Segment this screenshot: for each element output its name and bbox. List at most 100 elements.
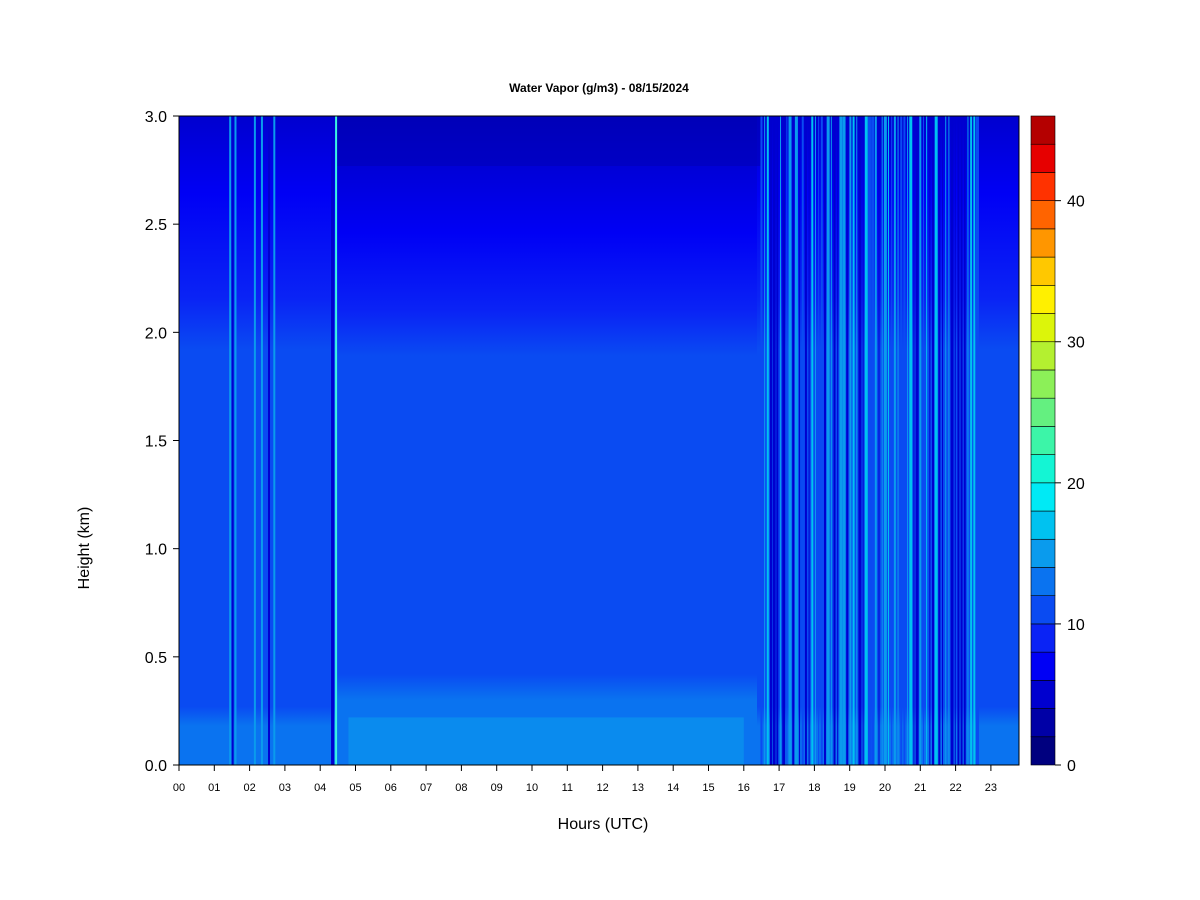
heatmap-stripe — [932, 116, 935, 765]
heatmap-stripe — [849, 116, 852, 765]
chart-title: Water Vapor (g/m3) - 08/15/2024 — [509, 81, 689, 95]
x-tick-label: 22 — [949, 782, 961, 794]
heatmap-stripe — [948, 116, 950, 765]
x-tick-label: 07 — [420, 782, 432, 794]
colorbar-swatch — [1030, 172, 1056, 201]
heatmap-stripe — [852, 116, 855, 765]
y-tick-label: 3.0 — [145, 109, 167, 126]
heatmap-stripe — [864, 116, 868, 765]
heatmap-stripe — [929, 116, 931, 765]
heatmap-stripe — [973, 116, 976, 765]
heatmap-stripe — [837, 116, 839, 765]
heatmap-stripe — [856, 116, 858, 765]
x-tick-label: 21 — [914, 782, 926, 794]
heatmap-stripe — [846, 116, 849, 765]
colorbar-swatch — [1030, 115, 1056, 145]
heatmap-stripe — [903, 116, 906, 765]
heatmap-stripe — [776, 116, 779, 765]
colorbar-swatch — [1030, 200, 1056, 230]
y-tick-label: 0.0 — [145, 758, 167, 775]
heatmap-stripe — [253, 116, 256, 765]
colorbar-tick-label: 40 — [1067, 194, 1085, 211]
heatmap-stripe — [915, 116, 919, 765]
x-tick-label: 10 — [526, 782, 538, 794]
heatmap-stripe — [823, 116, 826, 765]
heatmap-stripe — [804, 116, 807, 765]
x-axis: 00 01 02 03 04 05 06 07 08 09 10 11 12 13 14 15 16 17 18 19… — [173, 765, 997, 794]
colorbar-swatch — [1030, 708, 1056, 738]
colorbar-swatch — [1030, 623, 1056, 653]
colorbar-swatch — [1030, 651, 1056, 681]
x-tick-label: 11 — [562, 782, 573, 794]
heatmap-stripe — [954, 116, 956, 765]
x-tick-label: 04 — [314, 782, 326, 794]
heatmap-stripe — [782, 116, 786, 765]
heatmap-stripe — [913, 116, 915, 765]
heatmap-stripe — [950, 116, 954, 765]
colorbar-swatch — [1030, 426, 1056, 455]
x-tick-label: 01 — [208, 782, 220, 794]
x-tick-label: 14 — [667, 782, 679, 794]
colorbar-swatch — [1030, 510, 1056, 540]
colorbar-swatch — [1030, 680, 1056, 709]
y-axis-label: Height (km) — [76, 507, 93, 590]
heatmap-stripe — [900, 116, 903, 765]
heatmap-stripe — [963, 116, 966, 765]
colorbar-swatch — [1030, 143, 1056, 173]
heatmap-stripes — [229, 116, 979, 765]
heatmap-stripe — [975, 116, 979, 765]
heatmap-stripe — [826, 116, 830, 765]
heatmap-stripe — [229, 116, 232, 765]
x-tick-label: 13 — [632, 782, 644, 794]
heatmap-stripe — [231, 116, 234, 765]
heatmap-stripe — [811, 116, 814, 765]
heatmap-surface-layer — [348, 717, 744, 765]
heatmap-stripe — [788, 116, 792, 765]
heatmap-stripe — [772, 116, 776, 765]
y-tick-label: 2.5 — [145, 217, 167, 234]
x-tick-label: 16 — [738, 782, 750, 794]
heatmap-stripe — [970, 116, 973, 765]
heatmap-stripe — [938, 116, 941, 765]
heatmap-stripe — [909, 116, 913, 765]
colorbar-swatch — [1030, 256, 1056, 286]
y-axis: 0.0 0.5 1.0 1.5 2.0 2.5 3.0 — [145, 109, 179, 775]
heatmap-stripe — [260, 116, 263, 765]
heatmap-stripe — [766, 116, 769, 765]
x-tick-label: 19 — [844, 782, 856, 794]
heatmap-stripe — [839, 116, 843, 765]
heatmap-stripe — [871, 116, 875, 765]
heatmap-stripe — [273, 116, 276, 765]
x-tick-label: 12 — [596, 782, 608, 794]
x-tick-label: 05 — [349, 782, 361, 794]
heatmap-stripe — [764, 116, 766, 765]
colorbar-swatch — [1030, 397, 1056, 427]
heatmap-stripe — [792, 116, 795, 765]
heatmap-upper-band — [336, 116, 762, 166]
heatmap-stripe — [862, 116, 864, 765]
heatmap-stripe — [967, 116, 969, 765]
heatmap-stripe — [830, 116, 832, 765]
heatmap-stripe — [268, 116, 271, 765]
heatmap-stripe — [888, 116, 890, 765]
heatmap-stripe — [808, 116, 810, 765]
colorbar-swatch — [1030, 595, 1056, 625]
y-tick-label: 1.5 — [145, 434, 167, 451]
colorbar-tick-label: 30 — [1067, 335, 1085, 352]
heatmap-stripe — [867, 116, 871, 765]
colorbar-tick-label: 20 — [1067, 476, 1085, 493]
heatmap-stripe — [794, 116, 798, 765]
heatmap-stripe — [234, 116, 237, 765]
heatmap-spike — [335, 116, 338, 765]
x-tick-label: 09 — [491, 782, 503, 794]
heatmap-stripe — [801, 116, 804, 765]
colorbar-tick-label: 0 — [1067, 758, 1076, 775]
heatmap-background-middle — [335, 116, 759, 765]
x-tick-label: 08 — [455, 782, 467, 794]
colorbar-swatch — [1030, 313, 1056, 343]
heatmap-stripe — [786, 116, 788, 765]
colorbar — [1030, 115, 1056, 766]
heatmap-stripe — [842, 116, 846, 765]
plot-area — [179, 116, 1019, 765]
